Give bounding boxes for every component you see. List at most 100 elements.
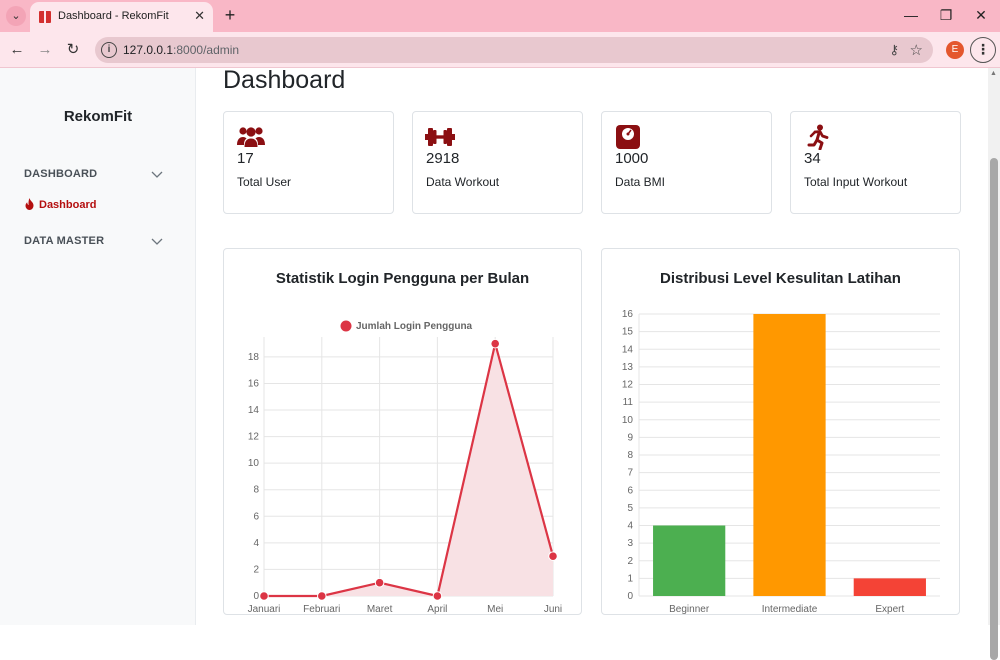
y-tick-label: 8 bbox=[627, 450, 633, 461]
data-point bbox=[374, 577, 385, 588]
y-tick-label: 12 bbox=[248, 432, 260, 443]
tab-title: Dashboard - RekomFit bbox=[58, 10, 169, 22]
legend-marker bbox=[340, 320, 352, 332]
browser-toolbar: ← → ↻ i 127.0.0.1:8000/admin ⚷ ☆ E ⋮ bbox=[0, 32, 1000, 68]
legend-label: Jumlah Login Pengguna bbox=[356, 321, 473, 332]
tab-search-button[interactable]: ⌄ bbox=[6, 6, 26, 26]
y-tick-label: 4 bbox=[253, 538, 259, 549]
y-tick-label: 0 bbox=[627, 591, 633, 602]
series-area bbox=[264, 343, 553, 596]
y-tick-label: 14 bbox=[248, 405, 260, 416]
brand-logo[interactable]: RekomFit bbox=[63, 108, 133, 125]
stat-value: 34 bbox=[804, 150, 821, 167]
x-tick-label: Intermediate bbox=[762, 604, 818, 615]
y-tick-label: 16 bbox=[248, 378, 260, 389]
restore-button[interactable]: ❐ bbox=[939, 7, 953, 23]
chevron-down-icon[interactable] bbox=[150, 234, 164, 248]
y-tick-label: 2 bbox=[627, 556, 633, 567]
x-tick-label: Expert bbox=[875, 604, 904, 615]
minimize-button[interactable]: — bbox=[904, 7, 918, 23]
nav-group-data-master[interactable]: DATA MASTER bbox=[24, 235, 105, 247]
data-point bbox=[548, 551, 558, 561]
url-host: 127.0.0.1 bbox=[123, 43, 174, 57]
y-tick-label: 16 bbox=[622, 309, 634, 320]
stat-label: Total Input Workout bbox=[804, 175, 908, 189]
forward-icon[interactable]: → bbox=[37, 41, 53, 58]
data-point bbox=[432, 591, 443, 601]
stat-label: Total User bbox=[237, 175, 292, 189]
dumbbell-icon bbox=[425, 128, 455, 146]
x-tick-label: April bbox=[427, 604, 447, 615]
browser-menu-icon[interactable]: ⋮ bbox=[970, 37, 996, 63]
site-info-icon[interactable]: i bbox=[101, 42, 117, 58]
y-tick-label: 9 bbox=[627, 432, 633, 443]
stat-value: 2918 bbox=[426, 150, 460, 167]
y-tick-label: 14 bbox=[622, 344, 634, 355]
address-url[interactable]: 127.0.0.1:8000/admin bbox=[123, 43, 239, 57]
y-tick-label: 10 bbox=[248, 458, 260, 469]
y-tick-label: 6 bbox=[253, 511, 259, 522]
stat-label: Data BMI bbox=[615, 175, 666, 189]
browser-tab-bar: ⌄ Dashboard - RekomFit ✕ + — ❐ ✕ bbox=[0, 0, 1000, 32]
new-tab-button[interactable]: + bbox=[224, 5, 236, 25]
bar-intermediate bbox=[753, 314, 826, 596]
running-person-icon bbox=[807, 124, 829, 150]
y-tick-label: 12 bbox=[622, 380, 634, 391]
scrollbar-thumb[interactable] bbox=[990, 158, 998, 660]
x-tick-label: Februari bbox=[303, 604, 340, 615]
y-tick-label: 4 bbox=[627, 521, 633, 532]
stat-value: 1000 bbox=[615, 150, 649, 167]
bookmark-star-icon[interactable]: ☆ bbox=[909, 42, 923, 59]
y-tick-label: 2 bbox=[253, 564, 259, 575]
nav-group-dashboard[interactable]: DASHBOARD bbox=[24, 168, 98, 180]
stat-card-data-workout: 2918 Data Workout bbox=[412, 111, 583, 214]
y-tick-label: 8 bbox=[253, 485, 259, 496]
chevron-down-icon[interactable] bbox=[150, 167, 164, 181]
stat-label: Data Workout bbox=[426, 175, 500, 189]
users-icon bbox=[237, 127, 265, 147]
address-bar[interactable]: i 127.0.0.1:8000/admin ⚷ ☆ bbox=[95, 37, 933, 63]
reload-icon[interactable]: ↻ bbox=[66, 41, 80, 58]
y-tick-label: 5 bbox=[627, 503, 633, 514]
login-line-chart: Jumlah Login Pengguna 0 2 4 6 8 10 12 14 16 18 Janu… bbox=[248, 320, 562, 615]
sidebar: RekomFit DASHBOARD Dashboard DATA MASTER bbox=[0, 68, 196, 625]
chart-title: Statistik Login Pengguna per Bulan bbox=[275, 270, 530, 287]
page-title: Dashboard bbox=[223, 68, 346, 94]
weight-scale-icon bbox=[616, 125, 640, 149]
y-tick-label: 6 bbox=[627, 485, 633, 496]
x-tick-label: Januari bbox=[248, 604, 281, 615]
stat-card-data-bmi: 1000 Data BMI bbox=[601, 111, 772, 214]
sidebar-item-dashboard-label: Dashboard bbox=[39, 199, 97, 211]
y-tick-label: 15 bbox=[622, 327, 634, 338]
x-tick-label: Beginner bbox=[669, 604, 710, 615]
chart-title: Distribusi Level Kesulitan Latihan bbox=[660, 270, 901, 287]
data-point bbox=[317, 591, 327, 601]
browser-tab[interactable]: Dashboard - RekomFit ✕ bbox=[30, 2, 213, 32]
close-window-button[interactable]: ✕ bbox=[975, 7, 987, 23]
page-scrollbar[interactable]: ▲ bbox=[988, 68, 1000, 660]
scroll-up-arrow-icon[interactable]: ▲ bbox=[990, 70, 997, 77]
back-icon[interactable]: ← bbox=[9, 41, 25, 58]
profile-avatar[interactable]: E bbox=[946, 41, 964, 59]
data-point bbox=[259, 591, 269, 601]
y-tick-label: 11 bbox=[623, 397, 634, 408]
y-tick-label: 1 bbox=[627, 573, 633, 584]
url-path: :8000/admin bbox=[173, 43, 240, 57]
bar-expert bbox=[853, 578, 926, 596]
y-tick-label: 10 bbox=[622, 415, 634, 426]
password-key-icon[interactable]: ⚷ bbox=[889, 42, 899, 57]
stat-value: 17 bbox=[237, 150, 254, 167]
main-content: Dashboard 17 Total User 2918 Data Workou… bbox=[196, 68, 988, 625]
stat-card-total-input-workout: 34 Total Input Workout bbox=[790, 111, 961, 214]
x-tick-label: Mei bbox=[487, 604, 503, 615]
rekomfit-favicon-icon bbox=[39, 11, 51, 23]
tab-close-icon[interactable]: ✕ bbox=[194, 8, 205, 23]
data-point bbox=[490, 338, 501, 349]
sidebar-item-dashboard[interactable]: Dashboard bbox=[24, 198, 96, 211]
y-tick-label: 13 bbox=[622, 362, 634, 373]
x-tick-label: Maret bbox=[367, 604, 393, 615]
y-tick-label: 0 bbox=[253, 591, 259, 602]
bar-beginner bbox=[653, 525, 726, 596]
